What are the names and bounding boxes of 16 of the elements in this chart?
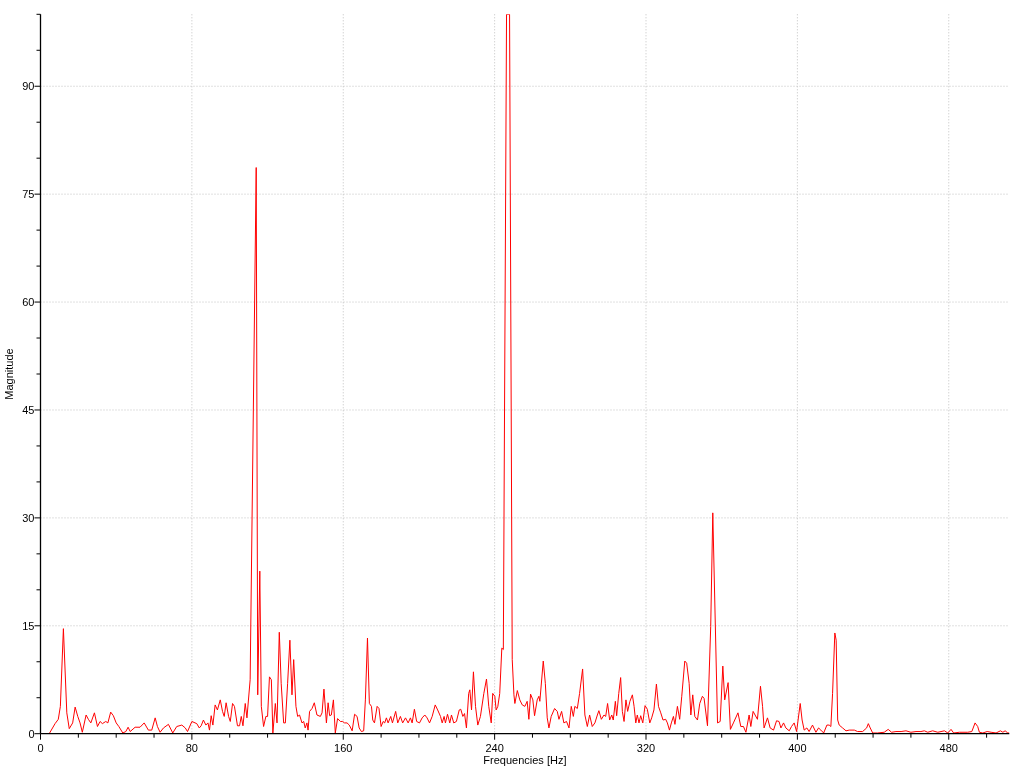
- y-tick-label: 0: [28, 727, 35, 740]
- y-tick-label: 30: [22, 511, 35, 524]
- x-axis-title: Frequencies [Hz]: [483, 754, 567, 766]
- x-tick-label: 240: [485, 741, 504, 754]
- x-tick-label: 160: [334, 741, 353, 754]
- y-axis-title: Magnitude: [3, 348, 15, 400]
- x-tick-label: 400: [788, 741, 807, 754]
- x-tick-label: 480: [939, 741, 958, 754]
- y-tick-label: 15: [22, 619, 35, 632]
- y-tick-label: 60: [22, 296, 35, 309]
- y-tick-label: 90: [22, 80, 35, 93]
- y-tick-label: 75: [22, 188, 35, 201]
- x-tick-label: 80: [185, 741, 198, 754]
- x-tick-label: 0: [37, 741, 44, 754]
- x-tick-label: 320: [636, 741, 656, 754]
- y-tick-label: 45: [22, 403, 35, 416]
